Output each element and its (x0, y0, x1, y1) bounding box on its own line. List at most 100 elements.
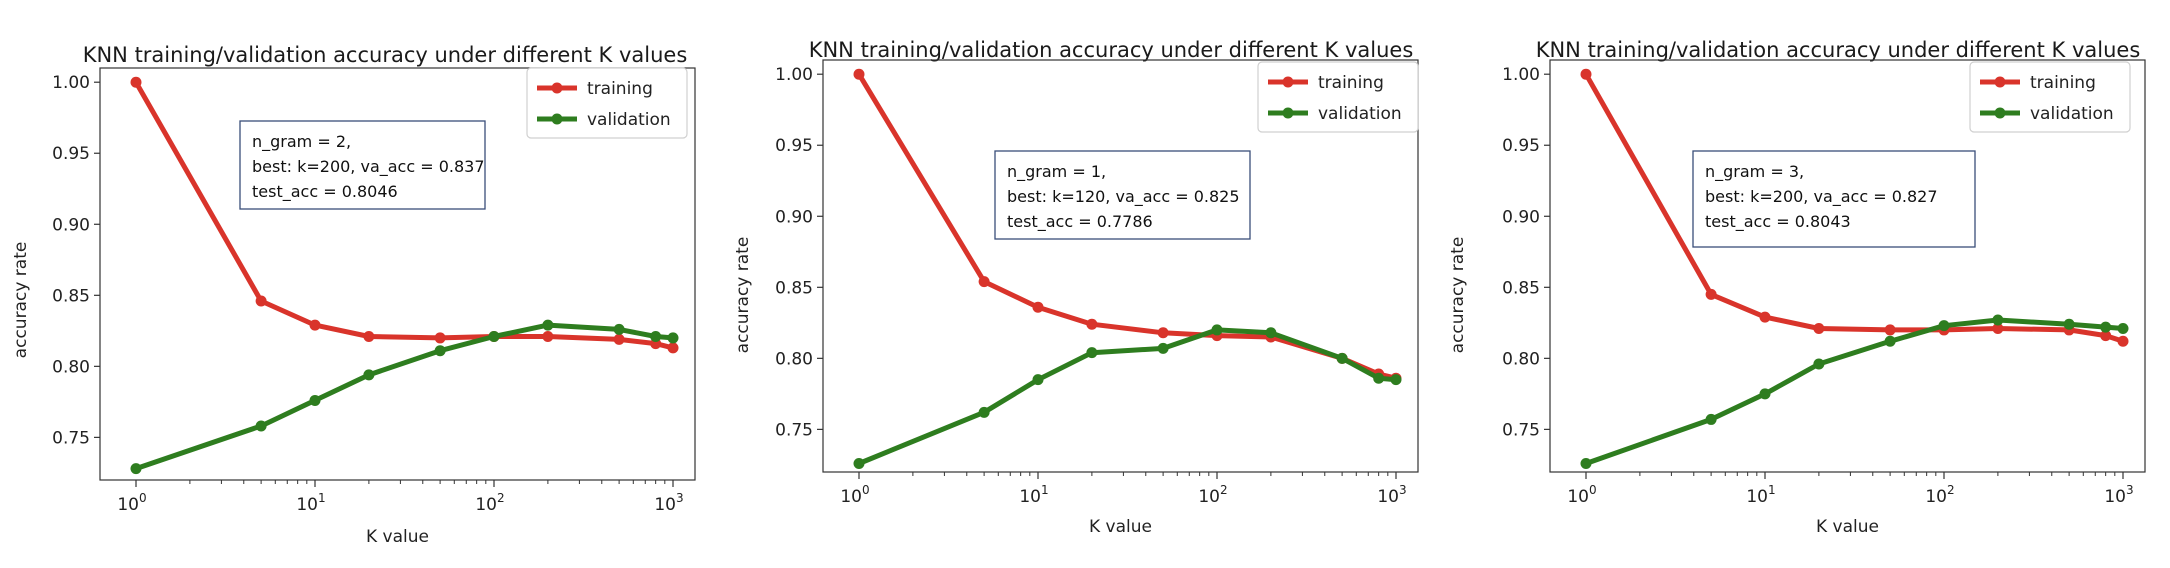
legend-label-validation: validation (2030, 104, 2114, 124)
y-tick-label: 1.00 (52, 73, 90, 93)
chart-title: KNN training/validation accuracy under d… (83, 43, 688, 67)
y-tick-label: 0.85 (1502, 278, 1540, 298)
chart-title: KNN training/validation accuracy under d… (809, 38, 1414, 62)
legend-label-training: training (2030, 73, 2096, 93)
data-point-validation (1759, 388, 1771, 400)
data-point-validation (650, 331, 662, 343)
legend-marker-training (1994, 76, 2006, 88)
data-point-training (978, 276, 990, 288)
data-point-validation (2063, 318, 2075, 330)
annotation-line: test_acc = 0.8043 (1705, 212, 1851, 232)
data-point-validation (130, 463, 142, 475)
data-point-training (667, 342, 679, 354)
chart-panel-2: KNN training/validation accuracy under d… (733, 38, 1419, 537)
data-point-validation (1992, 314, 2004, 326)
data-point-training (1086, 318, 1098, 330)
data-point-training (853, 68, 865, 80)
legend-marker-validation (1282, 107, 1294, 119)
data-point-validation (1373, 372, 1385, 384)
x-tick-label: 100 (117, 491, 146, 515)
data-point-training (1580, 68, 1592, 80)
data-point-training (1705, 288, 1717, 300)
legend-label-training: training (1318, 73, 1384, 93)
data-point-validation (1705, 413, 1717, 425)
y-axis-label: accuracy rate (733, 237, 753, 354)
x-tick-label: 101 (1746, 483, 1775, 507)
data-point-training (1884, 324, 1896, 336)
series-line-validation (133, 322, 676, 472)
y-tick-label: 1.00 (1502, 65, 1540, 85)
plot-frame (1549, 59, 2146, 473)
y-tick-label: 0.90 (52, 215, 90, 235)
data-point-training (434, 332, 446, 344)
x-axis-label: K value (1816, 517, 1879, 537)
annotation-line: test_acc = 0.7786 (1007, 212, 1153, 232)
annotation-frame (239, 120, 486, 210)
legend-marker-validation (551, 113, 563, 125)
annotation-line: best: k=200, va_acc = 0.827 (1705, 187, 1938, 207)
data-point-validation (1336, 352, 1348, 364)
legend-label-validation: validation (1318, 104, 1402, 124)
data-point-training (542, 331, 554, 343)
data-point-training (613, 333, 625, 345)
data-point-validation (1157, 342, 1169, 354)
x-tick-label: 103 (654, 491, 683, 515)
data-point-validation (434, 345, 446, 357)
data-point-validation (1884, 335, 1896, 347)
annotation-line: best: k=200, va_acc = 0.837 (252, 157, 485, 177)
data-point-training (363, 331, 375, 343)
x-tick-label: 102 (1925, 483, 1954, 507)
annotation-line: best: k=120, va_acc = 0.825 (1007, 187, 1240, 207)
series-line-training (133, 79, 676, 351)
y-tick-label: 0.80 (775, 349, 813, 369)
x-tick-label: 102 (1198, 483, 1227, 507)
y-tick-label: 0.85 (52, 286, 90, 306)
data-point-validation (2117, 323, 2129, 335)
data-point-validation (613, 323, 625, 335)
data-point-validation (1813, 358, 1825, 370)
y-tick-label: 0.80 (1502, 349, 1540, 369)
data-point-training (1157, 327, 1169, 339)
x-tick-label: 103 (2104, 483, 2133, 507)
chart-panel-1: KNN training/validation accuracy under d… (11, 43, 696, 547)
data-point-training (1813, 323, 1825, 335)
plot-frame (822, 59, 1419, 473)
y-tick-label: 0.80 (52, 357, 90, 377)
data-point-training (255, 295, 267, 307)
series-line-validation (856, 327, 1399, 466)
annotation-frame (1692, 150, 1976, 248)
annotation-box: n_gram = 1, best: k=120, va_acc = 0.825 te… (994, 150, 1251, 240)
data-point-validation (1938, 320, 1950, 332)
legend: training validation (1257, 61, 1419, 133)
x-tick-label: 102 (475, 491, 504, 515)
data-point-training (1759, 311, 1771, 323)
annotation-frame (994, 150, 1251, 240)
series-line-training (1583, 71, 2126, 344)
annotation-line: test_acc = 0.8046 (252, 182, 398, 202)
chart-panel-3: KNN training/validation accuracy under d… (1448, 38, 2146, 537)
data-point-validation (1032, 374, 1044, 386)
annotation-box: n_gram = 2, best: k=200, va_acc = 0.837 te… (239, 120, 486, 210)
data-point-validation (1390, 374, 1402, 386)
x-tick-label: 100 (1567, 483, 1596, 507)
data-point-validation (1086, 347, 1098, 359)
y-axis-label: accuracy rate (1448, 237, 1468, 354)
data-point-training (2100, 330, 2112, 342)
data-point-validation (667, 332, 679, 344)
y-tick-label: 0.75 (1502, 420, 1540, 440)
x-tick-label: 103 (1377, 483, 1406, 507)
legend: training validation (1969, 61, 2131, 133)
legend-label-training: training (587, 79, 653, 99)
data-point-training (130, 76, 142, 88)
y-tick-label: 0.90 (775, 207, 813, 227)
legend-marker-training (1282, 76, 1294, 88)
x-tick-label: 100 (840, 483, 869, 507)
data-point-validation (255, 420, 267, 432)
data-point-training (1032, 301, 1044, 313)
x-tick-label: 101 (296, 491, 325, 515)
y-tick-label: 0.75 (52, 428, 90, 448)
annotation-line: n_gram = 2, (252, 132, 351, 152)
y-tick-label: 0.90 (1502, 207, 1540, 227)
y-tick-label: 0.75 (775, 420, 813, 440)
